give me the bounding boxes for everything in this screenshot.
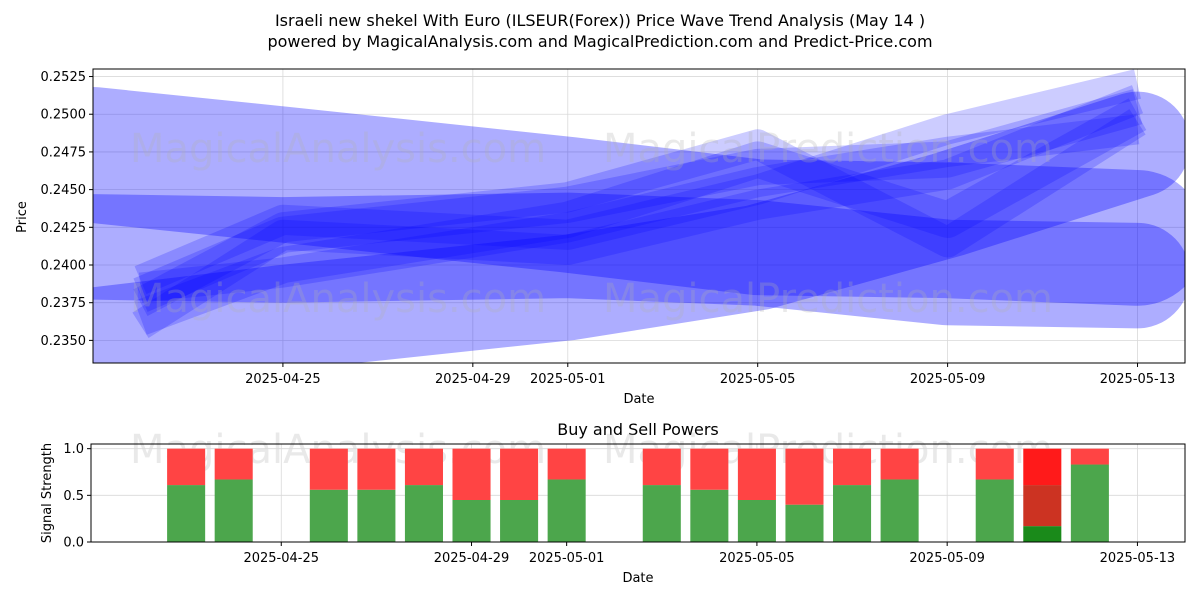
price-wave-series-2 [93, 91, 1185, 363]
price-y-label: Price [15, 201, 30, 233]
price-y-tick-label: 0.2500 [41, 108, 87, 123]
price-y-tick-label: 0.2400 [41, 259, 87, 274]
price-y-tick-label: 0.2350 [41, 334, 87, 349]
price-y-tick-label: 0.2450 [41, 183, 87, 198]
powers-y-tick-label: 1.0 [63, 442, 84, 457]
buy-bar [737, 500, 776, 542]
buy-bar [309, 489, 348, 542]
sell-bar [833, 448, 872, 486]
powers-y-label: Signal Strength [40, 443, 55, 543]
sell-bar [642, 448, 681, 486]
powers-y-ticks: 0.0 0.5 1.0 [63, 442, 91, 551]
sell-bar-mid [1023, 485, 1062, 527]
powers-y-tick-label: 0.5 [63, 489, 84, 504]
powers-title: Buy and Sell Powers [557, 420, 719, 439]
price-x-label: Date [623, 392, 654, 407]
sell-bar [1070, 448, 1109, 465]
powers-bars [167, 448, 1109, 542]
sell-bar [167, 448, 206, 486]
buy-bar [500, 500, 539, 542]
watermark-analysis-1: MagicalAnalysis.com [130, 126, 546, 172]
buy-bar [975, 479, 1014, 542]
sell-bar [404, 448, 443, 486]
buy-bar [547, 479, 586, 542]
buy-bar [404, 485, 443, 542]
buy-bar [214, 479, 253, 542]
watermark-prediction-1: MagicalPrediction.com [603, 126, 1053, 172]
powers-x-ticks: 2025-04-25 2025-04-29 2025-05-01 2025-05-05… [243, 542, 1175, 566]
price-wave-bands [93, 69, 1185, 363]
chart-title-line2: powered by MagicalAnalysis.com and Magic… [267, 32, 932, 51]
price-y-tick-label: 0.2525 [41, 70, 87, 85]
powers-x-tick-label: 2025-05-01 [529, 551, 605, 566]
buy-bar [167, 485, 206, 542]
sell-bar [547, 448, 586, 480]
powers-y-tick-label: 0.0 [63, 536, 84, 551]
price-wave-series-6 [132, 85, 1144, 339]
price-wave-series-5 [134, 98, 1147, 335]
price-y-ticks: 0.2350 0.2375 0.2400 0.2425 0.2450 0.2475 0.25… [41, 70, 93, 349]
price-x-ticks: 2025-04-25 2025-04-29 2025-05-01 2025-05-05… [245, 363, 1175, 387]
powers-x-tick-label: 2025-04-25 [243, 551, 319, 566]
price-x-tick-label: 2025-05-01 [530, 372, 606, 387]
price-grid [93, 69, 1185, 363]
sell-bar [785, 448, 824, 505]
price-x-tick-label: 2025-05-09 [910, 372, 986, 387]
watermark-prediction-2: MagicalPrediction.com [603, 276, 1053, 322]
buy-bar [833, 485, 872, 542]
powers-x-tick-label: 2025-04-29 [434, 551, 510, 566]
price-wave-series-0 [93, 87, 1185, 306]
sell-bar [1023, 448, 1062, 486]
price-wave-series-3 [133, 89, 1143, 312]
price-y-tick-label: 0.2375 [41, 296, 87, 311]
buy-bar [1070, 464, 1109, 542]
price-x-tick-label: 2025-05-05 [720, 372, 796, 387]
buy-bar [642, 485, 681, 542]
price-wave-series-1 [93, 192, 1185, 329]
price-x-tick-label: 2025-05-13 [1100, 372, 1176, 387]
sell-bar [309, 448, 348, 490]
powers-plot-frame [90, 443, 1186, 543]
powers-x-tick-label: 2025-05-09 [909, 551, 985, 566]
sell-bar [737, 448, 776, 500]
price-wave-series-4 [134, 69, 1141, 294]
price-wave-series-7 [133, 109, 1146, 317]
sell-bar [214, 448, 253, 480]
chart-title-line1: Israeli new shekel With Euro (ILSEUR(For… [275, 11, 925, 30]
buy-bar [690, 489, 729, 542]
price-plot-frame [92, 68, 1186, 364]
buy-bar [1023, 526, 1062, 542]
sell-bar [500, 448, 539, 500]
powers-x-tick-label: 2025-05-13 [1100, 551, 1176, 566]
watermark-analysis-2: MagicalAnalysis.com [130, 276, 546, 322]
buy-bar [357, 489, 396, 542]
powers-x-tick-label: 2025-05-05 [719, 551, 795, 566]
price-x-tick-label: 2025-04-25 [245, 372, 321, 387]
sell-bar [975, 448, 1014, 480]
buy-bar [785, 504, 824, 542]
sell-bar [357, 448, 396, 490]
sell-bar [690, 448, 729, 490]
price-x-tick-label: 2025-04-29 [435, 372, 511, 387]
sell-bar [452, 448, 491, 500]
sell-bar [880, 448, 919, 480]
price-wave-series-8 [138, 114, 1140, 303]
powers-x-label: Date [622, 571, 653, 586]
buy-bar [880, 479, 919, 542]
price-y-tick-label: 0.2425 [41, 221, 87, 236]
buy-bar [452, 500, 491, 542]
price-y-tick-label: 0.2475 [41, 145, 87, 160]
